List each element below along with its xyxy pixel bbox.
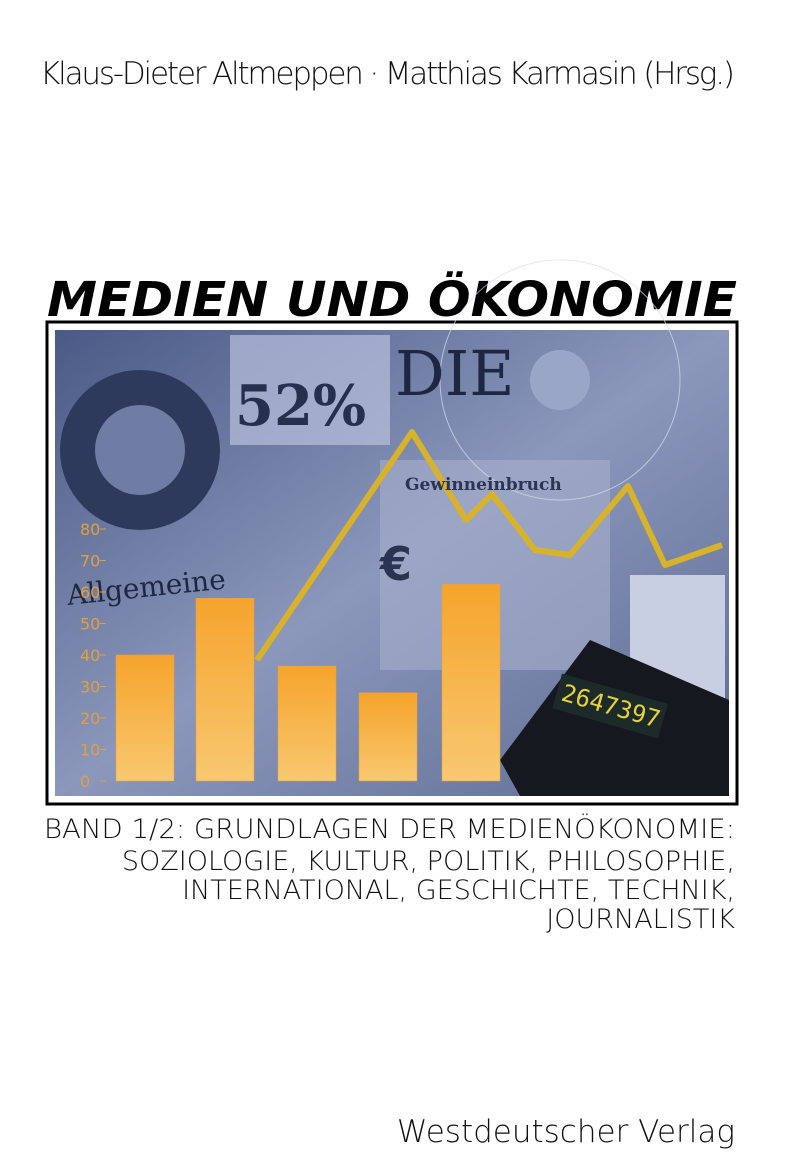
globe-ring xyxy=(439,259,681,501)
collage-text: Gewinneinbruch xyxy=(405,475,562,495)
globe xyxy=(530,350,590,410)
title: MEDIEN UND ÖKONOMIE xyxy=(47,271,737,328)
newspaper xyxy=(230,335,390,445)
y-tick-label: 40 xyxy=(80,646,100,665)
bar xyxy=(195,598,255,782)
y-tick-label: 60 xyxy=(80,583,100,602)
bar xyxy=(277,665,337,782)
publisher: Westdeutscher Verlag xyxy=(397,1114,735,1150)
y-tick-label: 80 xyxy=(80,520,100,539)
subtitle-line: BAND 1/2: GRUNDLAGEN DER MEDIENÖKONOMIE: xyxy=(44,813,735,845)
bar xyxy=(358,692,418,782)
bar xyxy=(441,583,501,782)
y-tick-label: 0 xyxy=(80,772,90,791)
y-tick-label: 30 xyxy=(80,678,100,697)
y-tick-label: 50 xyxy=(80,615,100,634)
subtitle-line: JOURNALISTIK xyxy=(546,904,735,935)
y-tick-label: 20 xyxy=(80,709,100,728)
collage-text: DIE xyxy=(395,337,514,410)
camera-lens xyxy=(95,405,185,495)
trend-line xyxy=(254,429,723,662)
bar xyxy=(115,654,175,782)
subtitle-line: INTERNATIONAL, GESCHICHTE, TECHNIK, xyxy=(182,875,735,906)
collage-text: € xyxy=(379,537,412,591)
subtitle-line: SOZIOLOGIE, KULTUR, POLITIK, PHILOSOPHIE… xyxy=(122,846,735,877)
editors: Klaus-Dieter Altmeppen · Matthias Karmas… xyxy=(40,56,735,92)
calculator-display xyxy=(552,673,668,739)
collage-text: 52% xyxy=(235,373,366,439)
y-tick-label: 10 xyxy=(80,741,100,760)
y-tick-label: 70 xyxy=(80,552,100,571)
